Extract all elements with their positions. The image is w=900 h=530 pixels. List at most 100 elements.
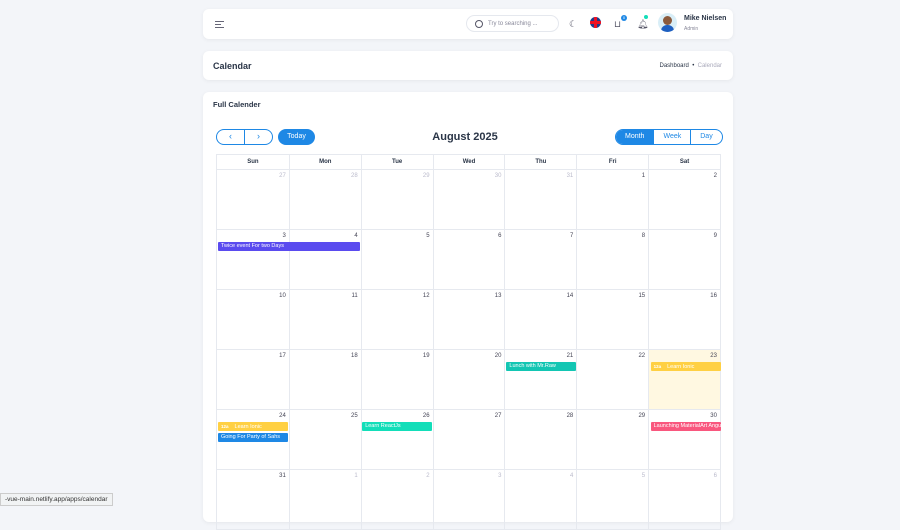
day-cell[interactable]: 4 [288, 230, 361, 289]
day-cell[interactable]: 21 [504, 350, 576, 409]
day-cell[interactable]: 29 [360, 170, 433, 229]
day-cell[interactable]: 4 [504, 470, 576, 529]
weekday-mon: Mon [288, 155, 361, 170]
calendar-event[interactable]: Lunch with Mr.Raw [506, 362, 577, 371]
day-cell[interactable]: 30 [648, 410, 720, 469]
search-placeholder: Try to searching ... [488, 21, 538, 27]
breadcrumb-dashboard[interactable]: Dashboard [659, 63, 689, 69]
day-number: 3 [498, 473, 502, 479]
day-cell[interactable]: 15 [576, 290, 648, 349]
day-number: 24 [279, 413, 286, 419]
day-cell[interactable]: 8 [576, 230, 648, 289]
day-cell[interactable]: 31 [217, 470, 289, 529]
day-number: 22 [638, 353, 646, 359]
day-cell[interactable]: 5 [360, 230, 433, 289]
day-cell[interactable]: 12 [360, 290, 433, 349]
day-number: 23 [710, 353, 717, 359]
day-number: 16 [710, 293, 717, 299]
menu-icon[interactable] [215, 21, 224, 30]
weekday-sat: Sat [648, 155, 720, 170]
day-number: 8 [641, 233, 646, 239]
week-row: 17 18 19 20 21 22 23 Lunch with Mr.Raw 12a Learn … [216, 350, 721, 410]
weekday-sun: Sun [247, 159, 259, 165]
day-number: 1 [354, 473, 358, 479]
calendar-event[interactable]: Twice event For two Days [218, 242, 361, 251]
calendar-event[interactable]: Launching MaterialArt Angular [650, 422, 721, 431]
day-cell[interactable]: 27 [217, 170, 289, 229]
day-number: 12 [422, 293, 430, 299]
weekday-wed: Wed [432, 155, 505, 170]
day-cell[interactable]: 5 [576, 470, 648, 529]
day-cell[interactable]: 23 [648, 350, 720, 409]
day-cell[interactable]: 24 [217, 410, 289, 469]
prev-button[interactable]: ‹ [216, 129, 245, 145]
view-day-button[interactable]: Day [690, 130, 721, 144]
event-title: Lunch with Mr.Raw [509, 363, 556, 369]
cart-icon[interactable]: ⊔ [614, 19, 622, 29]
day-number: 2 [713, 173, 717, 179]
day-number: 4 [569, 473, 574, 479]
day-cell[interactable]: 6 [648, 470, 720, 529]
day-cell[interactable]: 18 [288, 350, 361, 409]
day-number: 26 [422, 413, 430, 419]
calendar-event[interactable]: Learn ReactJs [362, 422, 433, 431]
day-number: 30 [494, 173, 502, 179]
day-number: 11 [351, 293, 358, 299]
event-title: Learn ReactJs [365, 423, 401, 429]
status-url: -vue-main.netlify.app/apps/calendar [0, 493, 113, 506]
day-number: 15 [638, 293, 646, 299]
day-cell[interactable]: 2 [648, 170, 720, 229]
day-cell[interactable]: 19 [360, 350, 433, 409]
day-number: 13 [494, 293, 502, 299]
day-number: 2 [426, 473, 430, 479]
user-role: Admin [684, 26, 699, 32]
day-cell[interactable]: 10 [217, 290, 289, 349]
day-cell[interactable]: 11 [288, 290, 361, 349]
search-input[interactable]: Try to searching ... [466, 15, 559, 32]
day-cell[interactable]: 22 [576, 350, 648, 409]
calendar-card: Full Calender ‹ › Today August 2025 Mont… [203, 92, 733, 530]
day-cell[interactable]: 25 [288, 410, 361, 469]
day-cell[interactable]: 13 [432, 290, 505, 349]
day-cell[interactable]: 17 [217, 350, 289, 409]
day-cell[interactable]: 2 [360, 470, 433, 529]
next-button[interactable]: › [244, 129, 273, 145]
day-cell[interactable]: 31 [504, 170, 576, 229]
day-cell[interactable]: 16 [648, 290, 720, 349]
calendar-event[interactable]: 12a Learn Ionic [650, 362, 721, 371]
month-grid: Sun Mon Tue Wed Thu Fri Sat 27 28 29 30 31 1 2 3 4 5 6 7 8… [216, 154, 721, 530]
uk-flag-icon[interactable] [590, 17, 601, 28]
view-week-button[interactable]: Week [653, 130, 690, 144]
day-cell[interactable]: 26 [360, 410, 433, 469]
calendar-event[interactable]: 12a Learn Ionic [218, 422, 289, 431]
day-cell[interactable]: 1 [288, 470, 361, 529]
day-number: 6 [498, 233, 502, 239]
week-row: 27 28 29 30 31 1 2 [216, 170, 721, 230]
day-cell[interactable]: 28 [288, 170, 361, 229]
calendar-event[interactable]: Going For Party of Sahs [218, 433, 289, 442]
day-cell[interactable]: 30 [432, 170, 505, 229]
bell-icon[interactable]: 🔔︎ [637, 19, 649, 29]
day-cell[interactable]: 14 [504, 290, 576, 349]
day-cell[interactable]: 28 [504, 410, 576, 469]
today-button[interactable]: Today [278, 129, 315, 145]
moon-icon[interactable]: ☾ [569, 19, 578, 29]
breadcrumb-calendar: Calendar [697, 63, 722, 69]
day-cell[interactable]: 9 [648, 230, 720, 289]
avatar[interactable] [658, 13, 677, 32]
month-title: August 2025 [432, 131, 498, 143]
view-month-button[interactable]: Month [616, 130, 654, 144]
day-cell[interactable]: 6 [432, 230, 505, 289]
day-cell[interactable]: 20 [432, 350, 505, 409]
page-title: Calendar [213, 61, 252, 71]
day-number: 27 [279, 173, 286, 179]
day-cell[interactable]: 27 [432, 410, 505, 469]
day-cell[interactable]: 1 [576, 170, 648, 229]
day-cell[interactable]: 3 [217, 230, 289, 289]
day-cell[interactable]: 3 [432, 470, 505, 529]
day-number: 5 [426, 233, 430, 239]
weekday-fri: Fri [576, 155, 648, 170]
day-cell[interactable]: 7 [504, 230, 576, 289]
cart-badge: 0 [621, 15, 627, 21]
day-cell[interactable]: 29 [576, 410, 648, 469]
